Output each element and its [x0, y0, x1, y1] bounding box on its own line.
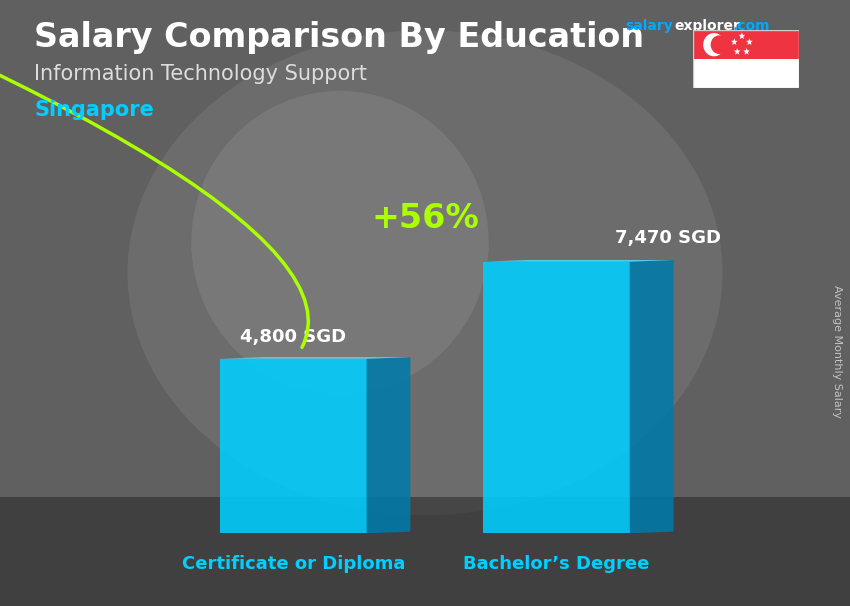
Ellipse shape — [128, 30, 722, 515]
Text: +56%: +56% — [371, 202, 479, 235]
Bar — [0, 497, 850, 606]
Polygon shape — [734, 48, 740, 55]
Text: Salary Comparison By Education: Salary Comparison By Education — [34, 21, 644, 54]
Text: Certificate or Diploma: Certificate or Diploma — [182, 554, 405, 573]
Circle shape — [711, 36, 728, 53]
Polygon shape — [746, 38, 753, 45]
Ellipse shape — [191, 91, 489, 394]
Text: Average Monthly Salary: Average Monthly Salary — [832, 285, 842, 418]
Text: Bachelor’s Degree: Bachelor’s Degree — [463, 554, 649, 573]
Text: explorer: explorer — [674, 19, 740, 33]
Polygon shape — [220, 357, 411, 359]
Text: Singapore: Singapore — [34, 100, 154, 120]
Polygon shape — [739, 32, 745, 39]
Polygon shape — [366, 357, 411, 533]
Polygon shape — [484, 260, 673, 262]
Circle shape — [704, 34, 724, 56]
Text: 7,470 SGD: 7,470 SGD — [615, 229, 721, 247]
Text: 4,800 SGD: 4,800 SGD — [241, 328, 347, 346]
Text: salary: salary — [625, 19, 672, 33]
Bar — [693, 30, 799, 59]
Polygon shape — [630, 260, 673, 533]
Text: Information Technology Support: Information Technology Support — [34, 64, 367, 84]
Polygon shape — [484, 262, 630, 533]
Polygon shape — [731, 38, 738, 45]
Polygon shape — [220, 359, 366, 533]
Text: .com: .com — [733, 19, 770, 33]
Polygon shape — [743, 48, 750, 55]
